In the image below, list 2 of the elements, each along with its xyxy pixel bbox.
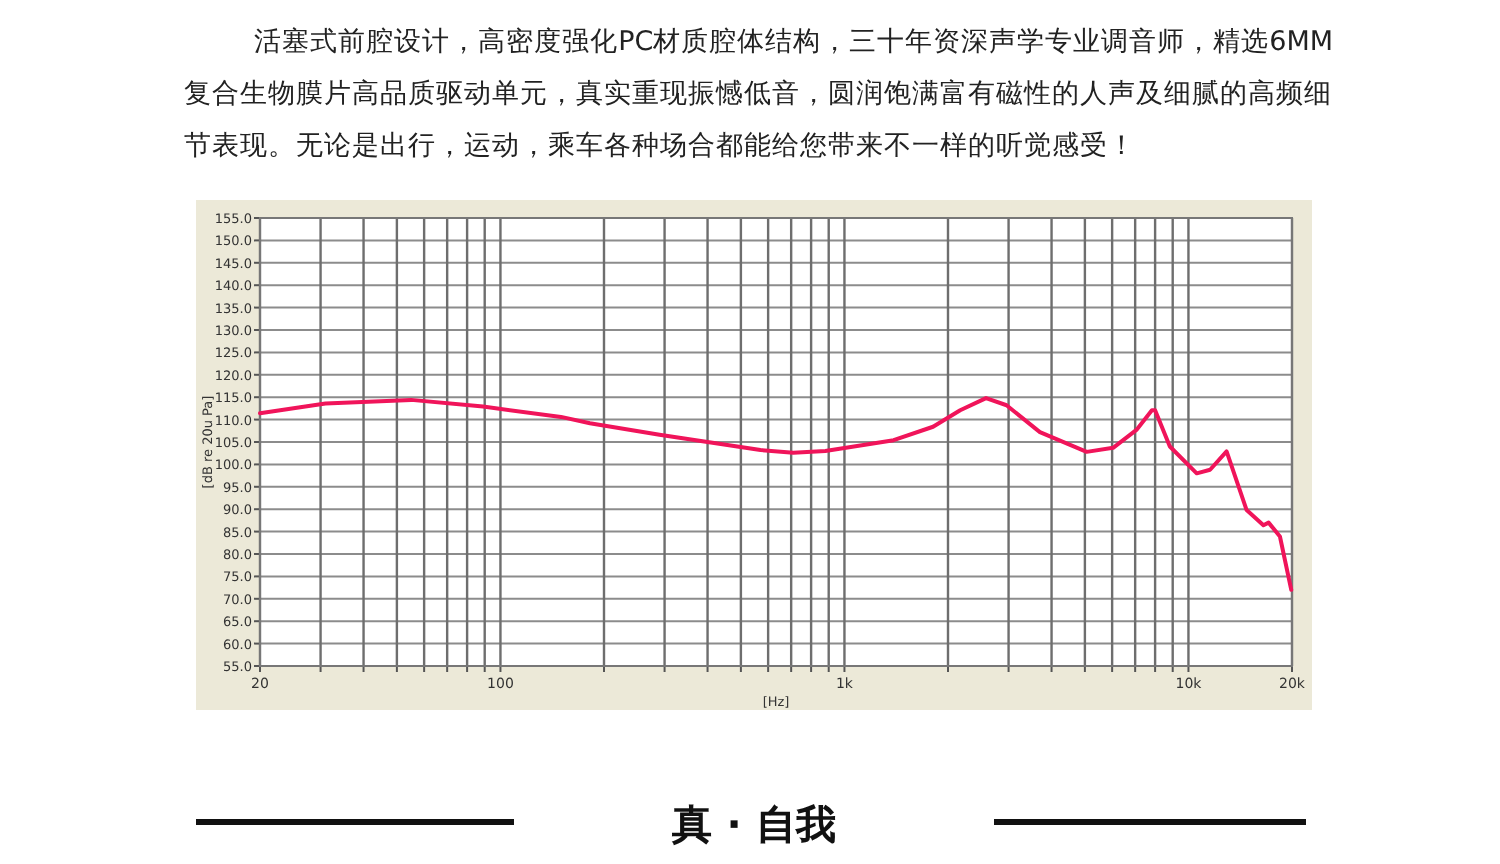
text: 真 · 自我 <box>670 800 836 848</box>
chart-title: 活塞式前腔设计，高密度强化PC材质腔体结构，三十年资深声学专业调音师，精选6MM复合生物膜片高品质驱动单元，真实重现振憾低音，圆润饱满富有磁性的人声及细腻的高频细节表现。无论是出行，运动，乘车各种场合都能给您带来不一样的听觉感受！ <box>184 24 1334 166</box>
